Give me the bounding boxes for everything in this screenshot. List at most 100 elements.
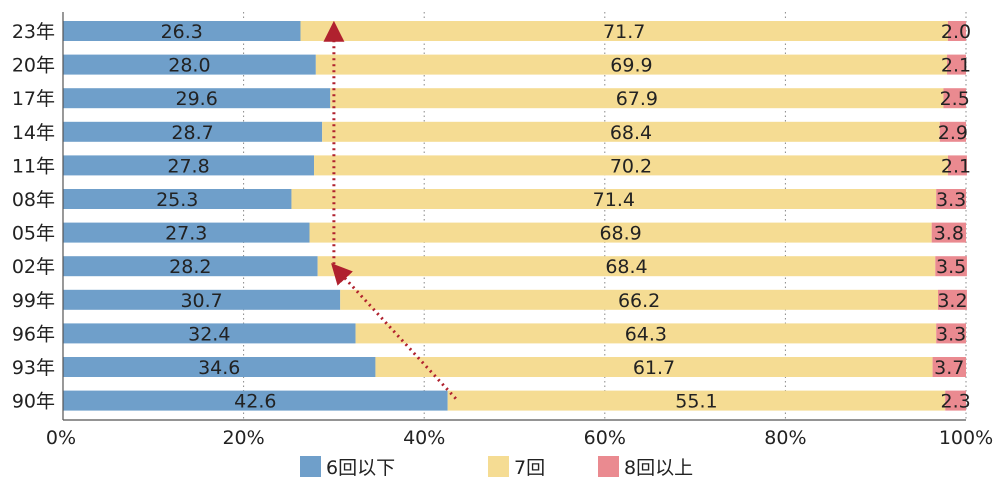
bar-segment — [947, 54, 966, 75]
category-label: 20年 — [12, 55, 55, 77]
data-label: 28.7 — [171, 122, 213, 144]
data-label: 68.9 — [599, 223, 641, 245]
data-label: 28.0 — [168, 55, 210, 77]
x-tick-label: 0% — [46, 427, 76, 449]
bar-segment — [63, 155, 315, 176]
data-label: 2.5 — [940, 88, 970, 110]
bar-segment — [63, 390, 448, 411]
data-label: 2.3 — [941, 391, 971, 413]
bar-segment — [932, 357, 966, 377]
bar-segment — [63, 54, 316, 75]
bar-segment — [63, 289, 341, 310]
data-label: 2.1 — [941, 155, 971, 177]
axes: 23年 20年 17年 14年 11年 08年 05年 02年 99年 96年 93年 90年 0% 20… — [12, 12, 993, 449]
category-label: 90年 — [12, 391, 55, 413]
bar-segment — [63, 222, 310, 243]
bar-segment — [322, 121, 940, 142]
category-label: 23年 — [12, 21, 55, 43]
legend-label: 8回以上 — [624, 457, 693, 479]
data-label: 34.6 — [198, 357, 240, 379]
data-label: 27.8 — [167, 155, 209, 177]
data-label: 30.7 — [180, 290, 222, 312]
x-tick-label: 60% — [584, 427, 626, 449]
x-tick-label: 80% — [764, 427, 806, 449]
x-tick-label: 40% — [403, 427, 445, 449]
bar-segment — [63, 88, 331, 109]
data-label: 67.9 — [616, 88, 658, 110]
data-label: 29.6 — [175, 88, 217, 110]
bar-segment — [317, 256, 936, 277]
data-label: 3.5 — [936, 256, 966, 278]
bar-segment — [938, 289, 967, 310]
bar-segment — [315, 54, 948, 75]
bar-segment — [943, 88, 966, 109]
bar-segment — [936, 323, 966, 344]
bar-segment — [63, 256, 318, 277]
data-label: 68.4 — [605, 256, 647, 278]
data-label: 68.4 — [610, 122, 652, 144]
bar-segment — [63, 323, 356, 344]
legend-label: 6回以下 — [326, 457, 395, 479]
data-label: 28.2 — [169, 256, 211, 278]
data-label: 3.3 — [936, 323, 966, 345]
legend: 6回以下 7回 8回以上 — [300, 456, 693, 479]
x-tick-label: 20% — [222, 427, 264, 449]
data-label: 2.1 — [941, 55, 971, 77]
data-label: 3.3 — [936, 189, 966, 211]
category-label: 08年 — [12, 189, 55, 211]
legend-swatch — [598, 456, 619, 477]
data-label: 66.2 — [618, 290, 660, 312]
data-label: 3.8 — [934, 223, 964, 245]
bar-segment — [947, 155, 967, 176]
bar-segment — [330, 88, 944, 109]
data-label: 64.3 — [625, 323, 667, 345]
data-label: 2.0 — [941, 21, 971, 43]
grid-lines — [243, 12, 967, 420]
bar-segment — [63, 189, 292, 209]
bars — [63, 21, 967, 411]
data-label: 42.6 — [234, 391, 276, 413]
data-label: 26.3 — [161, 21, 203, 43]
bar-segment — [63, 121, 323, 142]
value-labels: 26.3 71.7 2.0 28.0 69.9 2.1 29.6 67.9 2.5 28.7 68.… — [156, 21, 971, 413]
data-label: 32.4 — [188, 323, 230, 345]
bar-segment — [375, 357, 933, 377]
data-label: 27.3 — [165, 223, 207, 245]
category-label: 17年 — [12, 88, 55, 110]
category-label: 02年 — [12, 256, 55, 278]
category-label: 14年 — [12, 122, 55, 144]
bar-segment — [63, 357, 376, 377]
bar-segment — [936, 189, 966, 209]
bar-segment — [355, 323, 937, 344]
category-label: 11年 — [12, 155, 55, 177]
category-label: 99年 — [12, 290, 55, 312]
bar-segment — [340, 289, 939, 310]
bar-segment — [447, 390, 946, 411]
legend-swatch — [300, 456, 321, 477]
data-label: 61.7 — [633, 357, 675, 379]
bar-segment — [300, 21, 948, 41]
bar-segment — [945, 390, 966, 411]
bar-segment — [309, 222, 932, 243]
category-label: 96年 — [12, 323, 55, 345]
bar-segment — [314, 155, 948, 176]
bar-segment — [947, 21, 966, 41]
data-label: 70.2 — [610, 155, 652, 177]
data-label: 71.7 — [603, 21, 645, 43]
legend-swatch — [488, 456, 509, 477]
category-label: 93年 — [12, 357, 55, 379]
data-label: 3.2 — [937, 290, 967, 312]
bar-segment — [931, 222, 966, 243]
data-label: 3.7 — [934, 357, 964, 379]
data-label: 2.9 — [938, 122, 968, 144]
bar-segment — [939, 121, 966, 142]
data-label: 69.9 — [610, 55, 652, 77]
category-label: 05年 — [12, 223, 55, 245]
bar-segment — [63, 21, 301, 41]
data-label: 25.3 — [156, 189, 198, 211]
data-label: 71.4 — [593, 189, 635, 211]
bar-segment — [935, 256, 967, 277]
x-tick-label: 100% — [939, 427, 993, 449]
